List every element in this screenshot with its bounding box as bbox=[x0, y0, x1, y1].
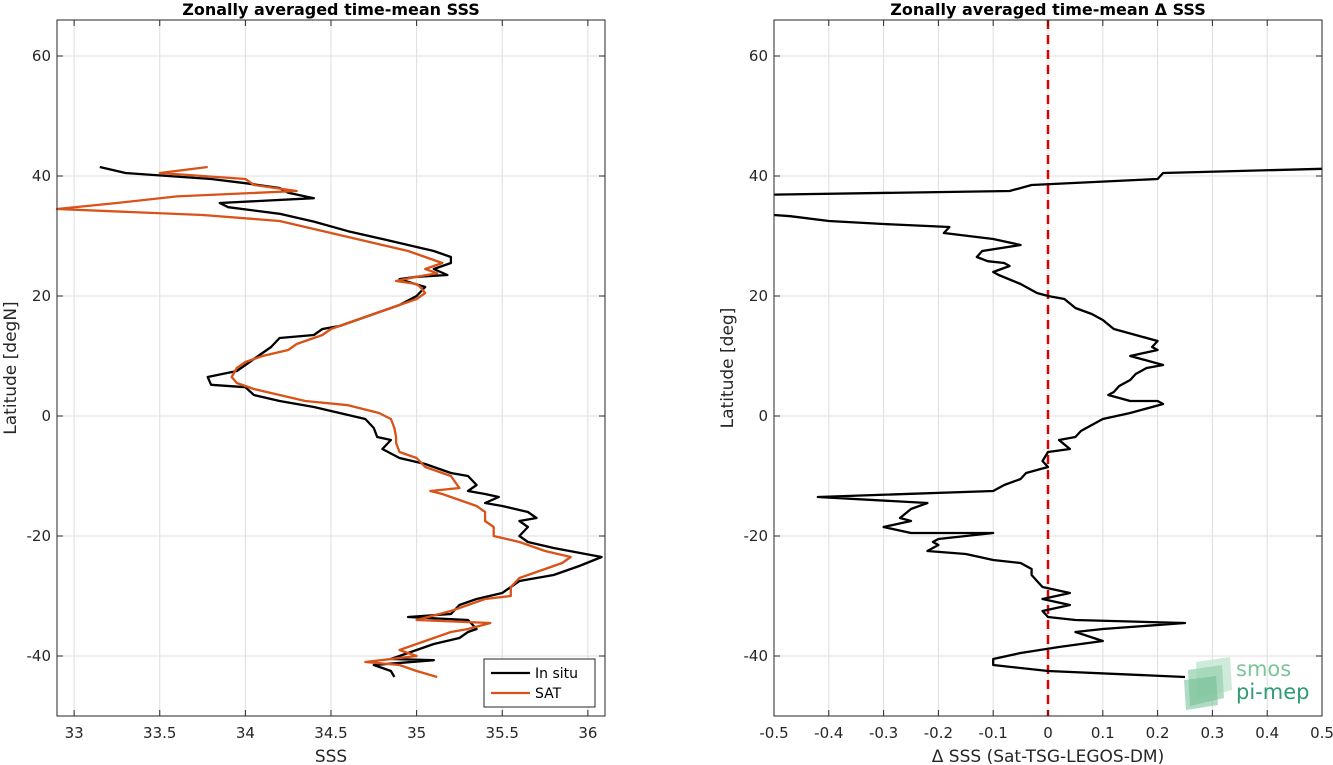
sss-y-tick-label-2: 0 bbox=[41, 407, 51, 425]
sss-grid bbox=[57, 20, 605, 716]
sss-series-lines bbox=[55, 165, 603, 679]
delta-series-line-segment-1 bbox=[773, 213, 1187, 679]
logo-emblem-icon bbox=[1184, 657, 1232, 710]
sss-legend: In situ SAT bbox=[483, 658, 596, 708]
sss-ticks: 33 33.5 34 34.5 35 35.5 36 -40 -20 0 20 40 60 bbox=[27, 20, 605, 742]
sss-x-axis-label: SSS bbox=[315, 747, 347, 765]
delta-y-tick-label-1: -20 bbox=[744, 527, 769, 545]
sss-x-tick-label-6: 36 bbox=[578, 724, 597, 742]
delta-x-tick-label-5: 0 bbox=[1043, 724, 1053, 742]
delta-x-tick-label-1: -0.4 bbox=[814, 724, 843, 742]
delta-y-tick-label-4: 40 bbox=[749, 167, 768, 185]
sss-y-tick-label-5: 60 bbox=[32, 47, 51, 65]
delta-chart-title: Zonally averaged time-mean Δ SSS bbox=[890, 0, 1206, 19]
sss-y-tick-label-3: 20 bbox=[32, 287, 51, 305]
smos-pi-mep-logo: smos pi-mep bbox=[1184, 657, 1309, 710]
delta-x-tick-label-3: -0.2 bbox=[924, 724, 953, 742]
sss-x-tick-label-1: 33.5 bbox=[143, 724, 176, 742]
sss-x-tick-label-2: 34 bbox=[236, 724, 255, 742]
delta-x-tick-label-9: 0.4 bbox=[1255, 724, 1279, 742]
legend-label-sat: SAT bbox=[535, 686, 562, 702]
sss-x-tick-label-0: 33 bbox=[65, 724, 84, 742]
sss-panel: 33 33.5 34 34.5 35 35.5 36 -40 -20 0 20 40 60 Zonall… bbox=[1, 0, 606, 765]
legend-label-in-situ: In situ bbox=[535, 666, 578, 682]
delta-y-tick-label-3: 20 bbox=[749, 287, 768, 305]
delta-series-line-segment-0 bbox=[773, 167, 1323, 196]
sss-y-axis-label: Latitude [degN] bbox=[1, 301, 21, 434]
sss-y-tick-label-1: -20 bbox=[27, 527, 52, 545]
delta-sss-panel: -0.5 -0.4 -0.3 -0.2 -0.1 0 0.1 0.2 0.3 0.4 0.5 -40 -… bbox=[718, 0, 1333, 765]
delta-x-tick-label-6: 0.1 bbox=[1091, 724, 1115, 742]
legend-box bbox=[483, 658, 596, 708]
sss-series-line-in-situ bbox=[99, 165, 603, 678]
delta-x-axis-label: Δ SSS (Sat-TSG-LEGOS-DM) bbox=[932, 747, 1164, 765]
logo-text-pi-mep: pi-mep bbox=[1236, 680, 1309, 704]
delta-x-tick-label-10: 0.5 bbox=[1310, 724, 1333, 742]
delta-x-tick-label-2: -0.3 bbox=[869, 724, 898, 742]
sss-x-tick-label-3: 34.5 bbox=[314, 724, 347, 742]
delta-y-tick-label-5: 60 bbox=[749, 47, 768, 65]
delta-y-axis-label: Latitude [deg] bbox=[718, 308, 738, 429]
delta-ticks: -0.5 -0.4 -0.3 -0.2 -0.1 0 0.1 0.2 0.3 0.4 0.5 -40 -… bbox=[744, 20, 1333, 742]
sss-x-tick-label-5: 35.5 bbox=[486, 724, 519, 742]
sss-y-tick-label-0: -40 bbox=[27, 647, 52, 665]
logo-text-smos: smos bbox=[1236, 657, 1291, 681]
delta-y-tick-label-2: 0 bbox=[758, 407, 768, 425]
delta-series-lines bbox=[773, 167, 1323, 679]
sss-chart-title: Zonally averaged time-mean SSS bbox=[182, 0, 480, 19]
delta-y-tick-label-0: -40 bbox=[744, 647, 769, 665]
delta-x-tick-label-7: 0.2 bbox=[1146, 724, 1170, 742]
sss-x-tick-label-4: 35 bbox=[407, 724, 426, 742]
delta-x-tick-label-8: 0.3 bbox=[1200, 724, 1224, 742]
delta-x-tick-label-4: -0.1 bbox=[979, 724, 1008, 742]
delta-x-tick-label-0: -0.5 bbox=[759, 724, 788, 742]
sss-y-tick-label-4: 40 bbox=[32, 167, 51, 185]
sss-series-line-sat bbox=[55, 165, 572, 679]
